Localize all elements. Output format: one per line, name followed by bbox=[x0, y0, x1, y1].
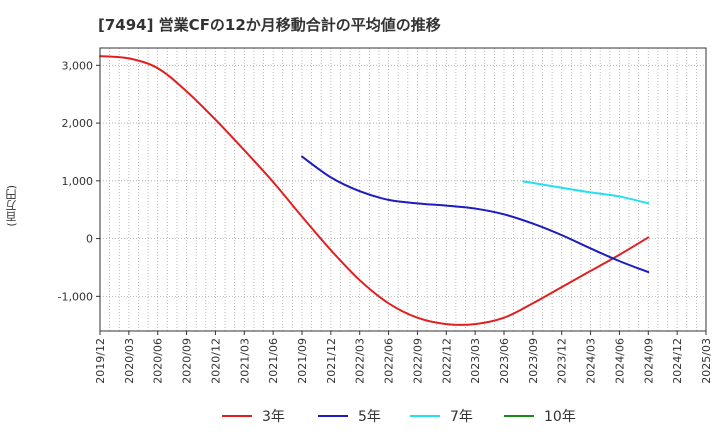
x-tick-label: 2024/12 bbox=[671, 338, 684, 384]
plot-frame bbox=[99, 47, 707, 332]
chart-title: [7494] 営業CFの12か月移動合計の平均値の推移 bbox=[98, 16, 441, 34]
x-tick-label: 2020/03 bbox=[123, 338, 136, 384]
x-tick-label: 2021/06 bbox=[267, 338, 280, 384]
x-tick-label: 2023/03 bbox=[469, 338, 482, 384]
x-tick-label: 2023/09 bbox=[527, 338, 540, 384]
y-tick-label: 1,000 bbox=[62, 175, 94, 188]
x-tick-label: 2021/09 bbox=[296, 338, 309, 384]
y-tick-label: 0 bbox=[86, 233, 93, 246]
y-tick-label: 3,000 bbox=[62, 59, 94, 72]
legend-label-3y: 3年 bbox=[262, 409, 285, 425]
x-tick-label: 2024/03 bbox=[585, 338, 598, 384]
x-tick-label: 2022/09 bbox=[411, 338, 424, 384]
legend-swatch-7y bbox=[410, 415, 440, 417]
x-tick-label: 2020/09 bbox=[181, 338, 194, 384]
series-line-7y bbox=[522, 180, 650, 205]
legend-item-10y: 10年 bbox=[504, 404, 576, 428]
x-tick-label: 2022/12 bbox=[440, 338, 453, 384]
legend-label-7y: 7年 bbox=[450, 409, 473, 425]
x-tick-label: 2021/12 bbox=[325, 338, 338, 384]
legend-swatch-5y bbox=[318, 415, 348, 417]
x-tick-label: 2024/06 bbox=[613, 338, 626, 384]
legend: 3年 5年 7年 10年 bbox=[0, 404, 720, 428]
y-tick-label: -1,000 bbox=[58, 290, 93, 303]
y-axis-ticks: 3,000 2,000 1,000 0 -1,000 bbox=[58, 59, 100, 303]
x-tick-label: 2020/12 bbox=[209, 338, 222, 384]
legend-swatch-3y bbox=[222, 415, 252, 417]
x-tick-label: 2023/06 bbox=[498, 338, 511, 384]
legend-item-3y: 3年 bbox=[222, 404, 285, 428]
series-line-3y bbox=[99, 55, 650, 326]
legend-label-5y: 5年 bbox=[358, 409, 381, 425]
x-tick-label: 2022/03 bbox=[354, 338, 367, 384]
legend-item-5y: 5年 bbox=[318, 404, 381, 428]
legend-swatch-10y bbox=[504, 415, 534, 417]
x-tick-label: 2021/03 bbox=[238, 338, 251, 384]
legend-label-10y: 10年 bbox=[544, 409, 576, 425]
series-lines bbox=[99, 55, 650, 326]
grid bbox=[100, 48, 706, 331]
x-tick-label: 2024/09 bbox=[642, 338, 655, 384]
x-tick-label: 2020/06 bbox=[152, 338, 165, 384]
x-axis-ticks: 2019/12 2020/03 2020/06 2020/09 2020/12 2021/… bbox=[94, 331, 713, 384]
x-tick-label: 2022/06 bbox=[383, 338, 396, 384]
x-tick-label: 2025/03 bbox=[700, 338, 713, 384]
x-tick-label: 2019/12 bbox=[94, 338, 107, 384]
series-line-5y bbox=[301, 155, 650, 274]
x-tick-label: 2023/12 bbox=[556, 338, 569, 384]
y-tick-label: 2,000 bbox=[62, 117, 94, 130]
legend-item-7y: 7年 bbox=[410, 404, 473, 428]
